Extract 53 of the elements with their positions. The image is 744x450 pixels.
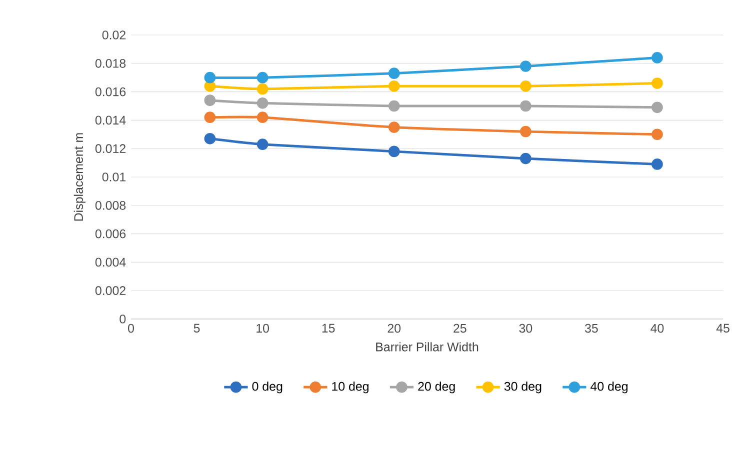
point (204, 132, 216, 144)
x-tick-label: 35 (585, 324, 598, 333)
x-tick-label: 15 (322, 324, 335, 333)
point (520, 100, 532, 112)
point (520, 152, 532, 164)
point (388, 80, 400, 92)
y-tick-label: 0.006 (95, 229, 126, 238)
y-tick-label: 0.02 (102, 30, 126, 40)
point (256, 138, 268, 150)
x-tick-label: 5 (194, 324, 200, 333)
point (256, 83, 268, 95)
point (388, 100, 400, 112)
y-tick-label: 0.002 (95, 286, 126, 296)
point (520, 80, 532, 92)
x-tick-label: 45 (716, 324, 730, 333)
point (204, 80, 216, 92)
y-tick-label: 0.018 (95, 58, 126, 68)
y-tick-label: 0.01 (102, 172, 126, 182)
x-tick-label: 40 (650, 324, 664, 333)
point (652, 52, 663, 64)
y-tick-label: 0.012 (95, 144, 126, 154)
point (652, 128, 663, 140)
point (204, 72, 216, 84)
x-axis-title: Barrier Pillar Width (376, 342, 478, 352)
x-tick-label: 30 (519, 324, 532, 333)
y-tick-label: 0.008 (95, 200, 126, 210)
point (256, 112, 268, 124)
legend-label: 0 deg (252, 382, 282, 394)
point (388, 68, 400, 80)
x-tick-label: 25 (454, 324, 466, 333)
y-axis-title: Displacement m (74, 133, 86, 221)
point (520, 60, 532, 72)
legend-label: 30 deg (504, 382, 542, 394)
legend-label: 10 deg (332, 382, 368, 394)
y-tick-label: 0.014 (95, 116, 126, 125)
point (204, 94, 216, 106)
x-tick-label: 20 (388, 324, 401, 333)
point (520, 126, 532, 138)
x-tick-label: 0 (128, 324, 134, 333)
point (256, 72, 268, 84)
legend-label: 40 deg (590, 382, 628, 394)
point (256, 97, 268, 109)
point (204, 112, 216, 124)
point (652, 158, 663, 170)
point (388, 146, 400, 158)
y-tick-label: 0 (120, 314, 126, 324)
legend-label: 20 deg (418, 382, 455, 394)
point (652, 78, 663, 89)
point (388, 122, 400, 133)
y-tick-label: 0.016 (95, 87, 126, 96)
point (652, 102, 663, 114)
y-tick-label: 0.004 (95, 258, 126, 267)
x-tick-label: 10 (256, 324, 269, 333)
